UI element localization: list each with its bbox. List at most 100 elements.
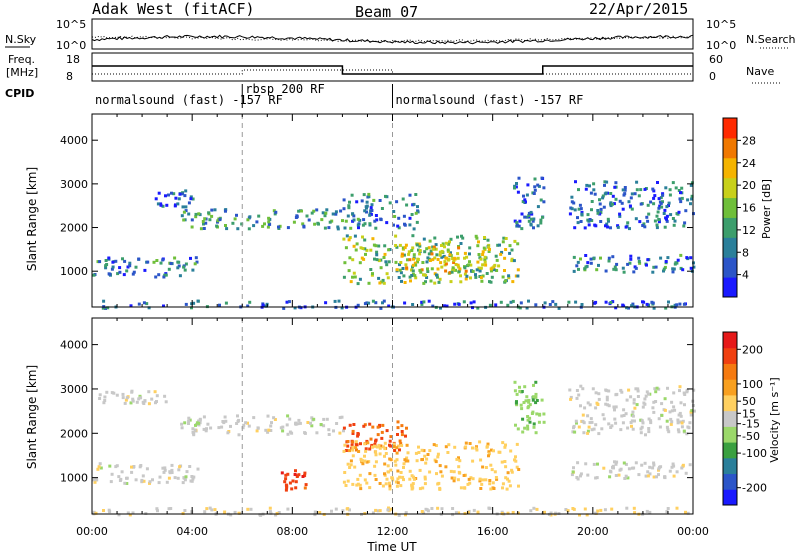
data-cell — [576, 260, 580, 264]
data-cell — [459, 274, 462, 278]
data-cell — [464, 269, 468, 273]
data-cell — [342, 275, 346, 279]
data-cell — [155, 507, 159, 511]
data-cell — [240, 222, 244, 226]
data-cell — [457, 465, 461, 469]
data-cell — [117, 475, 121, 479]
data-cell — [628, 227, 631, 231]
data-cell — [677, 430, 681, 434]
data-cell — [598, 202, 602, 206]
data-cell — [365, 210, 368, 214]
data-cell — [629, 395, 633, 399]
data-cell — [484, 466, 488, 469]
data-cell — [527, 215, 531, 219]
data-cell — [624, 412, 628, 416]
data-cell — [153, 390, 157, 394]
data-cell — [579, 404, 582, 408]
data-cell — [483, 236, 486, 239]
data-cell — [403, 222, 406, 226]
data-cell — [363, 238, 367, 242]
data-cell — [590, 219, 594, 222]
data-cell — [514, 185, 518, 189]
data-cell — [521, 430, 525, 434]
data-cell — [383, 472, 386, 476]
nave-tick-low: 0 — [709, 70, 716, 83]
data-cell — [499, 252, 503, 256]
time-axis-label: Time UT — [366, 540, 417, 554]
data-cell — [528, 420, 532, 424]
data-cell — [345, 234, 349, 238]
data-cell — [551, 300, 555, 304]
data-cell — [184, 262, 188, 266]
data-cell — [564, 508, 568, 511]
data-cell — [539, 221, 543, 225]
data-cell — [594, 391, 598, 395]
data-cell — [527, 398, 531, 402]
data-cell — [352, 218, 356, 222]
data-cell — [614, 306, 618, 310]
data-cell — [690, 181, 694, 185]
data-cell — [583, 226, 587, 230]
data-cell — [386, 470, 390, 474]
data-cell — [643, 397, 647, 401]
data-cell — [407, 250, 411, 254]
data-cell — [686, 425, 690, 429]
data-cell — [692, 265, 696, 269]
data-cell — [507, 276, 511, 280]
data-cell — [604, 269, 608, 273]
data-cell — [535, 507, 539, 511]
data-cell — [476, 306, 480, 310]
data-cell — [456, 252, 460, 256]
data-cell — [631, 302, 635, 306]
data-cell — [454, 511, 458, 515]
data-cell — [447, 257, 451, 261]
data-cell — [592, 188, 596, 192]
data-cell — [383, 454, 386, 458]
data-cell — [154, 401, 157, 405]
data-cell — [421, 261, 425, 264]
data-cell — [692, 388, 696, 392]
data-cell — [627, 388, 631, 392]
data-cell — [141, 474, 145, 478]
power-colorbar-swatch — [723, 157, 737, 179]
data-cell — [128, 513, 132, 517]
data-cell — [374, 450, 378, 454]
data-cell — [614, 268, 618, 272]
data-cell — [523, 215, 527, 219]
data-cell — [154, 275, 158, 279]
data-cell — [342, 426, 346, 430]
data-cell — [137, 397, 141, 401]
data-cell — [655, 223, 659, 227]
data-cell — [665, 419, 669, 423]
data-cell — [226, 431, 230, 435]
data-cell — [420, 300, 424, 304]
data-cell — [586, 431, 590, 435]
data-cell — [672, 223, 676, 227]
data-cell — [527, 299, 530, 303]
data-cell — [156, 509, 159, 513]
data-cell — [523, 426, 527, 430]
data-cell — [525, 215, 529, 219]
data-cell — [229, 424, 232, 428]
data-cell — [374, 508, 378, 512]
data-cell — [411, 263, 415, 267]
data-cell — [444, 269, 448, 273]
data-cell — [137, 257, 141, 261]
data-cell — [475, 268, 479, 272]
data-cell — [579, 384, 583, 388]
data-cell — [143, 399, 147, 403]
data-cell — [592, 182, 596, 186]
data-cell — [349, 463, 353, 467]
data-cell — [514, 423, 517, 427]
data-cell — [356, 223, 360, 227]
data-cell — [621, 188, 625, 192]
data-cell — [438, 464, 442, 468]
data-cell — [599, 508, 603, 512]
data-cell — [657, 417, 661, 421]
data-cell — [466, 510, 470, 514]
data-cell — [534, 303, 538, 307]
data-cell — [355, 200, 359, 204]
data-cell — [108, 464, 112, 468]
data-cell — [511, 299, 515, 303]
data-cell — [110, 472, 114, 476]
